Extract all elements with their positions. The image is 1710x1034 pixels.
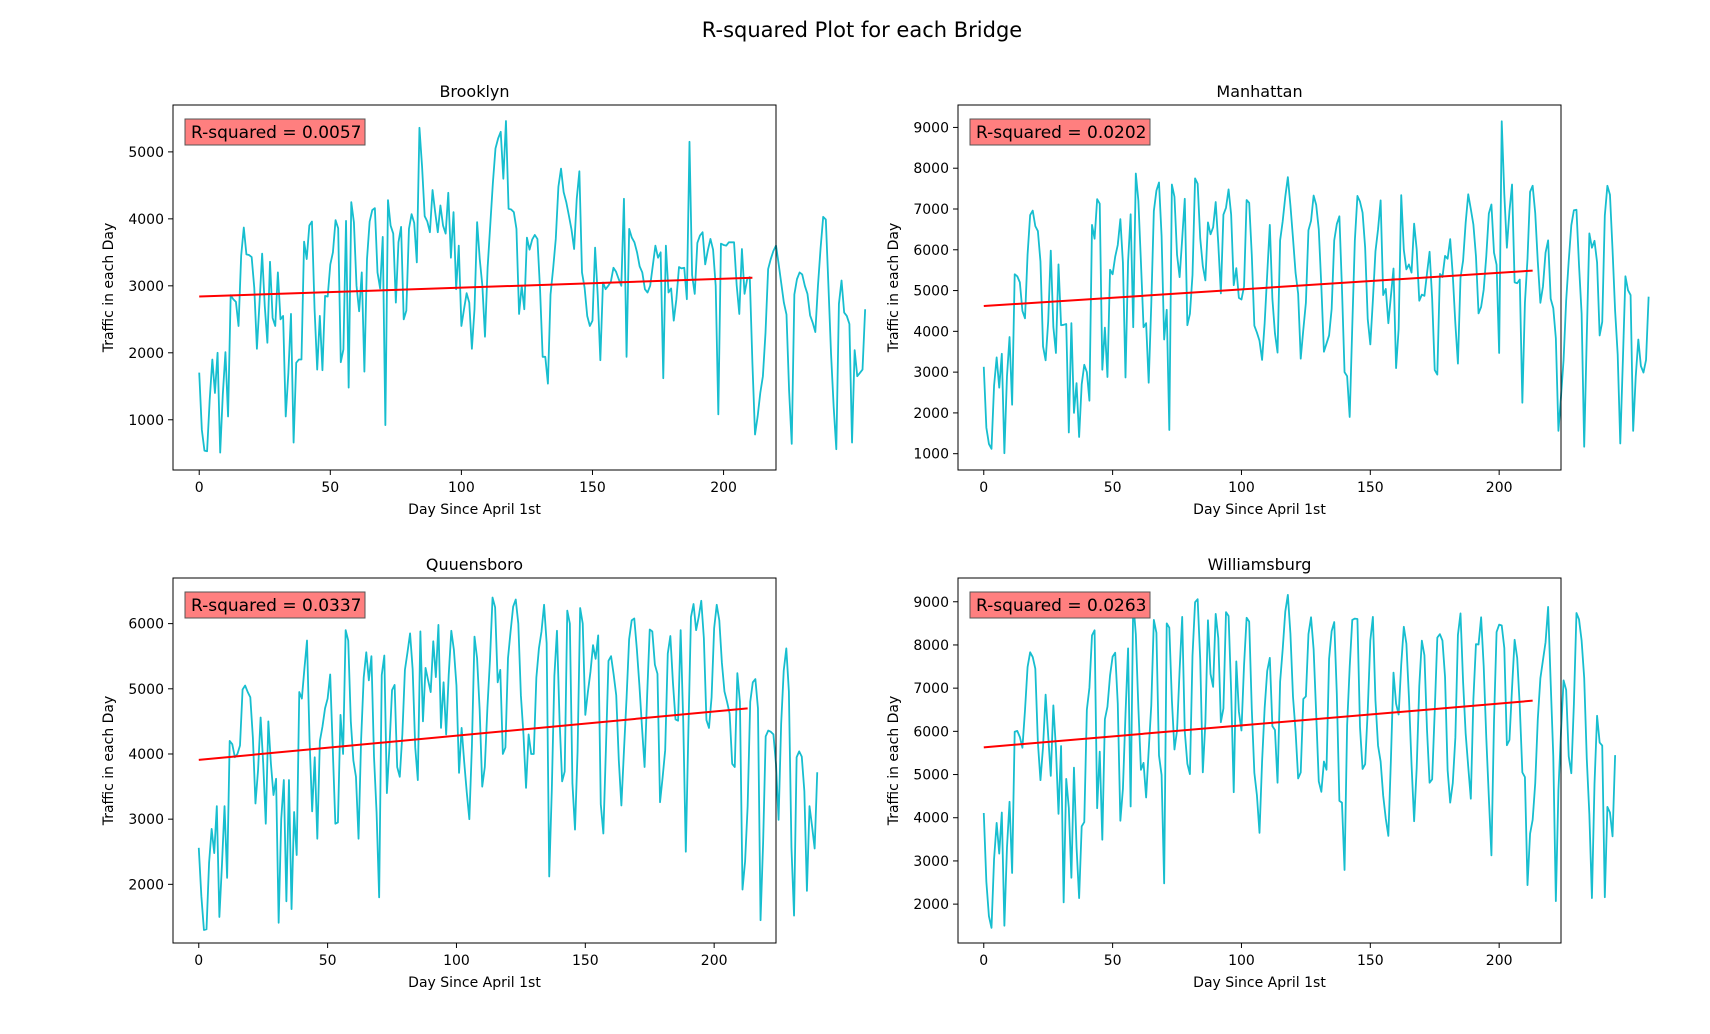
- r-squared-annotation: R-squared = 0.0263: [969, 591, 1151, 619]
- y-tick-label: 8000: [913, 161, 949, 177]
- subplot-quuensboro: Quuensboro 0 50 100 150 200 2000 3000 4000 5000 60…: [101, 555, 819, 991]
- y-tick-label: 2000: [913, 406, 949, 422]
- y-tick-label: 3000: [913, 854, 949, 870]
- x-tick-label: 0: [979, 480, 988, 496]
- subplot-manhattan: Manhattan 0 50 100 150 200 1000 2000 3000 4000 500…: [886, 82, 1650, 518]
- y-axis-label: Traffic in each Day: [101, 223, 117, 354]
- y-tick-label: 4000: [128, 212, 164, 228]
- y-tick-label: 4000: [913, 811, 949, 827]
- y-tick-label: 6000: [128, 617, 164, 633]
- x-tick-label: 100: [443, 953, 470, 969]
- axes-frame: [957, 577, 1562, 944]
- x-tick-label: 200: [1486, 953, 1513, 969]
- subplot-title: Williamsburg: [1208, 555, 1312, 574]
- regression-line: [199, 276, 753, 298]
- traffic-series-line: [197, 596, 819, 931]
- regression-line: [198, 707, 748, 761]
- x-tick-label: 200: [1486, 480, 1513, 496]
- x-tick-label: 100: [448, 480, 475, 496]
- x-tick-label: 50: [1104, 953, 1122, 969]
- x-axis-label: Day Since April 1st: [408, 502, 541, 518]
- x-tick-label: 50: [1104, 480, 1122, 496]
- traffic-series-line: [982, 120, 1650, 455]
- x-tick-label: 0: [979, 953, 988, 969]
- y-tick-label: 2000: [913, 897, 949, 913]
- x-tick-label: 50: [319, 953, 337, 969]
- x-tick-label: 150: [579, 480, 606, 496]
- y-tick-label: 7000: [913, 681, 949, 697]
- subplot-williamsburg: Williamsburg 0 50 100 150 200 2000 3000 4000 5000…: [886, 555, 1617, 991]
- r-squared-annotation: R-squared = 0.0202: [969, 118, 1151, 146]
- y-tick-label: 5000: [913, 768, 949, 784]
- annotation-box: [969, 591, 1151, 619]
- subplot-title: Manhattan: [1216, 82, 1302, 101]
- y-tick-label: 9000: [913, 595, 949, 611]
- y-tick-label: 6000: [913, 724, 949, 740]
- y-tick-label: 2000: [128, 877, 164, 893]
- x-tick-label: 200: [710, 480, 737, 496]
- y-tick-label: 7000: [913, 202, 949, 218]
- y-axis-label: Traffic in each Day: [886, 223, 902, 354]
- y-tick-label: 4000: [128, 747, 164, 763]
- x-tick-label: 0: [195, 480, 204, 496]
- y-axis-label: Traffic in each Day: [101, 696, 117, 827]
- subplot-title: Quuensboro: [426, 555, 523, 574]
- x-tick-label: 100: [1228, 953, 1255, 969]
- traffic-series-line: [982, 593, 1617, 929]
- y-tick-label: 9000: [913, 120, 949, 136]
- axes-frame: [172, 104, 777, 471]
- regression-line: [983, 699, 1533, 749]
- subplot-brooklyn: Brooklyn 0 50 100 150 200 1000 2000 3000 4000 5000…: [101, 82, 867, 518]
- figure-title: R-squared Plot for each Bridge: [702, 18, 1022, 42]
- y-tick-label: 1000: [128, 413, 164, 429]
- r-squared-text: R-squared = 0.0263: [976, 596, 1147, 616]
- r-squared-text: R-squared = 0.0337: [191, 596, 362, 616]
- x-tick-label: 150: [1357, 953, 1384, 969]
- y-tick-label: 3000: [128, 279, 164, 295]
- traffic-series-line: [198, 120, 867, 454]
- x-tick-label: 150: [572, 953, 599, 969]
- r-squared-annotation: R-squared = 0.0057: [184, 118, 366, 146]
- y-tick-label: 3000: [128, 812, 164, 828]
- annotation-box: [969, 118, 1151, 146]
- y-tick-label: 6000: [913, 243, 949, 259]
- y-tick-label: 5000: [128, 682, 164, 698]
- annotation-box: [184, 118, 366, 146]
- y-tick-label: 2000: [128, 346, 164, 362]
- r-squared-annotation: R-squared = 0.0337: [184, 591, 366, 619]
- y-tick-label: 5000: [128, 145, 164, 161]
- x-tick-label: 100: [1228, 480, 1255, 496]
- axes-frame: [957, 104, 1562, 471]
- annotation-box: [184, 591, 366, 619]
- r-squared-text: R-squared = 0.0202: [976, 123, 1147, 143]
- y-tick-label: 8000: [913, 638, 949, 654]
- y-tick-label: 3000: [913, 365, 949, 381]
- x-axis-label: Day Since April 1st: [408, 975, 541, 991]
- r-squared-text: R-squared = 0.0057: [191, 123, 362, 143]
- y-tick-label: 5000: [913, 284, 949, 300]
- y-tick-label: 1000: [913, 447, 949, 463]
- regression-line: [983, 269, 1533, 308]
- x-tick-label: 200: [701, 953, 728, 969]
- x-axis-label: Day Since April 1st: [1193, 502, 1326, 518]
- axes-frame: [172, 577, 777, 944]
- x-tick-label: 50: [321, 480, 339, 496]
- subplot-title: Brooklyn: [439, 82, 509, 101]
- y-axis-label: Traffic in each Day: [886, 696, 902, 827]
- x-tick-label: 150: [1357, 480, 1384, 496]
- x-axis-label: Day Since April 1st: [1193, 975, 1326, 991]
- x-tick-label: 0: [194, 953, 203, 969]
- y-tick-label: 4000: [913, 324, 949, 340]
